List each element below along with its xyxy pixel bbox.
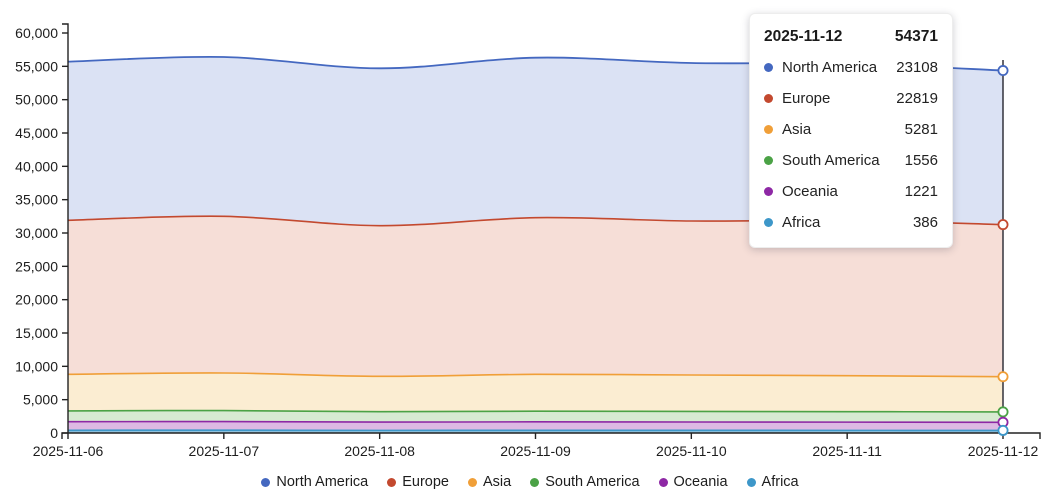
- legend-item-north-america[interactable]: North America: [261, 474, 368, 490]
- tooltip-total: 54371: [894, 28, 938, 45]
- tooltip-series-label: Europe: [782, 90, 831, 107]
- legend-item-africa[interactable]: Africa: [746, 474, 799, 490]
- y-axis-tick-label: 40,000: [15, 158, 58, 174]
- series-dot-icon: [261, 477, 271, 487]
- tooltip-series-label: Oceania: [782, 183, 838, 200]
- legend-label: Oceania: [673, 474, 728, 490]
- y-axis-tick-label: 55,000: [15, 58, 58, 74]
- tooltip-series-value: 1556: [904, 152, 938, 169]
- series-line-south-america: [67, 409, 1004, 413]
- tooltip-series-label: North America: [782, 59, 878, 76]
- y-axis-tick-label: 10,000: [15, 358, 58, 374]
- y-axis-tick-label: 15,000: [15, 325, 58, 341]
- tooltip-series-value: 23108: [896, 59, 938, 76]
- y-axis-tick-label: 20,000: [15, 292, 58, 308]
- tooltip-series-value: 386: [912, 214, 938, 231]
- series-dot-icon: [387, 477, 397, 487]
- y-axis-tick-label: 0: [50, 425, 58, 441]
- legend-label: Asia: [483, 474, 512, 490]
- y-axis-tick-label: 45,000: [15, 125, 58, 141]
- tooltip-series-value: 5281: [904, 121, 938, 138]
- y-axis-tick-label: 5,000: [23, 392, 58, 408]
- tooltip-row: Oceania 1221: [764, 176, 938, 207]
- series-dot-icon: [530, 477, 540, 487]
- series-dot-icon: [764, 125, 773, 134]
- tooltip-rows: North America 23108 Europe 22819 Asia 5281 Sou…: [764, 52, 938, 238]
- series-dot-icon: [746, 477, 756, 487]
- tooltip: 2025-11-12 54371 North America 23108 Europ…: [749, 13, 953, 248]
- tooltip-series-label: South America: [782, 152, 880, 169]
- tooltip-row: Africa 386: [764, 207, 938, 238]
- series-line-asia: [67, 372, 1004, 378]
- legend-label: South America: [545, 474, 640, 490]
- y-axis-tick-label: 35,000: [15, 192, 58, 208]
- x-axis-tick-label: 2025-11-10: [656, 443, 727, 459]
- chart-legend: North America Europe Asia South America Ocea…: [0, 474, 1060, 490]
- x-axis-tick-label: 2025-11-06: [33, 443, 104, 459]
- hover-marker-north-america: [997, 65, 1009, 77]
- series-dot-icon: [764, 156, 773, 165]
- series-dot-icon: [764, 218, 773, 227]
- y-axis-line: [62, 23, 69, 433]
- series-dot-icon: [764, 94, 773, 103]
- tooltip-series-value: 22819: [896, 90, 938, 107]
- legend-item-asia[interactable]: Asia: [468, 474, 511, 490]
- tooltip-series-label: Africa: [782, 214, 821, 231]
- hover-marker-africa: [997, 424, 1009, 436]
- x-axis-tick-label: 2025-11-12: [968, 443, 1039, 459]
- legend-item-europe[interactable]: Europe: [387, 474, 449, 490]
- hover-marker-south-america: [997, 406, 1009, 418]
- y-axis-tick-label: 25,000: [15, 258, 58, 274]
- tooltip-row: Europe 22819: [764, 83, 938, 114]
- series-dot-icon: [764, 187, 773, 196]
- hover-marker-europe: [997, 219, 1009, 231]
- x-axis-line: [61, 432, 1041, 439]
- x-axis-tick-label: 2025-11-11: [812, 443, 882, 459]
- legend-item-oceania[interactable]: Oceania: [658, 474, 728, 490]
- series-dot-icon: [658, 477, 668, 487]
- series-dot-icon: [764, 63, 773, 72]
- x-axis-tick-label: 2025-11-08: [344, 443, 415, 459]
- legend-label: Africa: [761, 474, 799, 490]
- x-axis-tick-label: 2025-11-07: [189, 443, 260, 459]
- hover-marker-asia: [997, 371, 1009, 383]
- y-axis-tick-label: 60,000: [15, 25, 58, 41]
- legend-label: North America: [276, 474, 369, 490]
- tooltip-date: 2025-11-12: [764, 28, 843, 45]
- legend-label: Europe: [402, 474, 449, 490]
- tooltip-series-value: 1221: [904, 183, 938, 200]
- y-axis-tick-label: 30,000: [15, 225, 58, 241]
- tooltip-series-label: Asia: [782, 121, 812, 138]
- series-line-oceania: [67, 420, 1004, 424]
- tooltip-row: North America 23108: [764, 52, 938, 83]
- tooltip-row: Asia 5281: [764, 114, 938, 145]
- legend-item-south-america[interactable]: South America: [530, 474, 640, 490]
- series-dot-icon: [468, 477, 477, 487]
- y-axis-tick-label: 50,000: [15, 92, 58, 108]
- x-axis-tick-label: 2025-11-09: [500, 443, 571, 459]
- tooltip-header: 2025-11-12 54371: [764, 25, 938, 52]
- tooltip-row: South America 1556: [764, 145, 938, 176]
